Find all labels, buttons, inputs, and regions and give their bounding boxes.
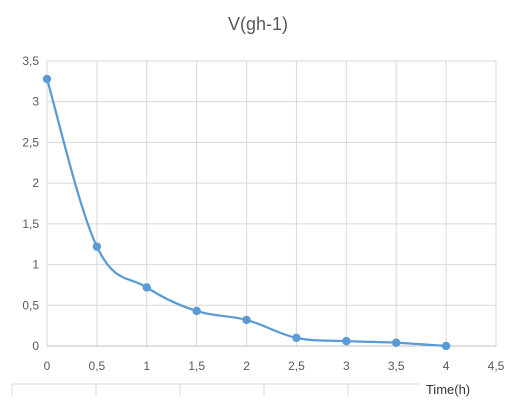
x-tick-label: 3 [343,359,350,373]
x-tick-label: 3,5 [388,359,405,373]
x-tick-label: 2,5 [288,359,305,373]
y-tick-label: 2 [32,176,39,190]
x-tick-label: 4,5 [488,359,505,373]
y-tick-label: 3,5 [22,54,39,68]
gridlines [47,60,497,346]
y-tick-label: 0,5 [22,298,39,312]
x-axis-title: Time(h) [426,382,470,397]
y-tick-label: 2,5 [22,135,39,149]
x-tick-label: 2 [243,359,250,373]
data-point [142,283,151,292]
data-point [42,74,52,84]
tick-labels: 0 0,5 1 1,5 2 2,5 3 3,5 0 0,5 1 1,5 2 2,5 3 3,5 4 4,5 [22,54,504,373]
data-point [292,333,301,343]
series [42,74,451,351]
x-tick-label: 0 [44,359,51,373]
x-tick-label: 0,5 [89,359,106,373]
x-tick-label: 4 [443,359,450,373]
x-tick-label: 1 [143,359,150,373]
data-point [192,306,201,316]
data-point [242,315,251,325]
data-point [92,242,102,251]
data-point [392,338,401,347]
data-point [342,336,351,346]
axes [11,61,496,396]
y-tick-label: 3 [32,95,39,109]
y-tick-label: 0 [32,339,39,353]
data-point [441,341,451,351]
chart-title: V(gh-1) [228,14,288,34]
y-tick-label: 1 [32,258,39,272]
x-tick-label: 1,5 [188,359,205,373]
y-tick-label: 1,5 [22,217,39,231]
series-line [45,77,448,348]
